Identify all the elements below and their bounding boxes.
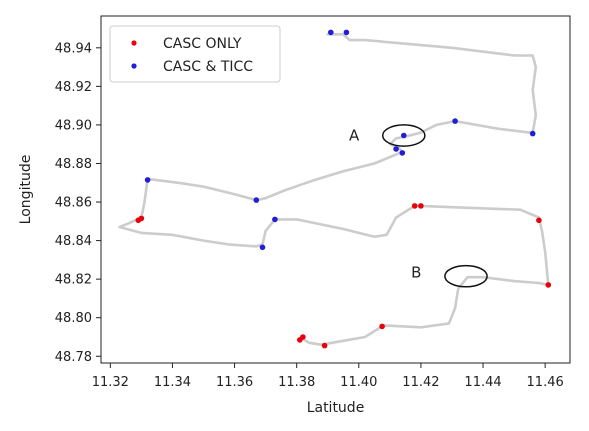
casc-ticc-point-1: [343, 29, 350, 36]
casc-ticc-point-6: [529, 130, 536, 137]
x-tick-label-0: 11.32: [92, 375, 129, 390]
annotation-ellipse-b: [444, 264, 488, 288]
casc-ticc-point-2: [401, 132, 407, 139]
y-tick-label-5: 48.88: [55, 157, 92, 172]
legend-box: [109, 25, 281, 83]
legend: CASC ONLY CASC & TICC: [109, 25, 281, 83]
casc-only-point-3: [418, 203, 424, 209]
casc-only-point-2: [411, 203, 418, 209]
x-tick-label-3: 11.38: [278, 375, 315, 390]
legend-label-casc-only: CASC ONLY: [163, 36, 242, 52]
y-tick-label-3: 48.84: [55, 234, 92, 249]
casc-only-point-5: [545, 282, 552, 288]
casc-ticc-point-3: [393, 146, 399, 152]
x-tick-label-5: 11.42: [402, 375, 439, 390]
y-tick-label-2: 48.82: [55, 273, 92, 288]
casc-only-point-4: [536, 217, 542, 224]
casc-ticc-point-10: [259, 244, 266, 251]
y-tick-label-1: 48.80: [55, 311, 92, 326]
track-layer: [118, 33, 550, 346]
legend-marker-casc-only: [131, 40, 137, 46]
casc-ticc-point-9: [272, 216, 278, 223]
x-tick-label-6: 11.44: [464, 375, 501, 390]
casc-only-point-9: [321, 342, 328, 349]
casc-only-point-6: [379, 323, 385, 330]
y-tick-label-8: 48.94: [55, 41, 92, 56]
y-tick-label-4: 48.86: [55, 196, 92, 211]
casc-ticc-point-8: [253, 197, 260, 203]
legend-marker-casc-ticc: [131, 63, 137, 69]
y-tick-label-6: 48.90: [55, 118, 92, 133]
x-tick-label-2: 11.36: [216, 375, 253, 390]
x-tick-label-4: 11.40: [340, 375, 377, 390]
casc-ticc-point-4: [399, 150, 406, 156]
x-axis-label: Latitude: [307, 400, 365, 416]
casc-ticc-point-0: [328, 29, 334, 36]
legend-label-casc-ticc: CASC & TICC: [163, 59, 253, 75]
points-layer: [135, 29, 552, 349]
casc-only-point-8: [297, 337, 303, 343]
y-tick-label-7: 48.92: [55, 80, 92, 95]
x-tick-label-1: 11.34: [154, 375, 191, 390]
y-tick-label-0: 48.78: [55, 350, 92, 365]
annotation-ellipse-a: [381, 124, 426, 147]
x-tick-label-7: 11.46: [527, 375, 564, 390]
y-axis-label: Longitude: [18, 155, 34, 225]
casc-ticc-point-5: [452, 118, 458, 124]
casc-ticc-point-7: [144, 177, 151, 183]
annotation-layer: AB: [349, 124, 488, 288]
annotation-label-a: A: [349, 127, 360, 145]
annotation-label-b: B: [411, 263, 421, 281]
y-axis: 48.78 48.80 48.82 48.84 48.86 48.88 48.90 48.92…: [55, 41, 101, 365]
x-axis: 11.32 11.34 11.36 11.38 11.40 11.42 11.44 11.46: [92, 363, 564, 390]
casc-only-point-1: [135, 217, 142, 224]
plot-frame: [100, 15, 571, 364]
route-track: [118, 33, 550, 346]
